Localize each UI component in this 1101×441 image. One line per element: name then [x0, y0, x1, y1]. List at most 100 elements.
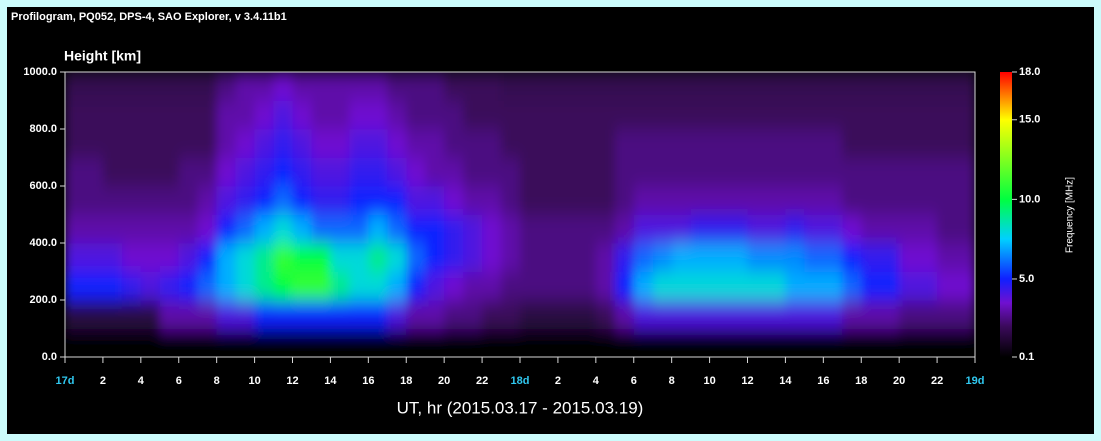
- heat-cell: [729, 101, 748, 130]
- heat-cell: [65, 101, 84, 130]
- heat-cell: [823, 158, 842, 187]
- heat-cell: [956, 329, 975, 358]
- heat-cell: [217, 243, 236, 272]
- heat-cell: [539, 215, 558, 244]
- y-tick-label: 400.0: [29, 237, 57, 249]
- heat-cell: [672, 186, 691, 215]
- heat-cell: [274, 215, 293, 244]
- heat-cell: [861, 129, 880, 158]
- heat-cell: [729, 129, 748, 158]
- heat-cell: [710, 158, 729, 187]
- heat-cell: [748, 329, 767, 358]
- heat-cell: [520, 243, 539, 272]
- heat-cell: [691, 101, 710, 130]
- heat-cell: [387, 72, 406, 101]
- heat-cell: [236, 129, 255, 158]
- x-tick-label: 18: [400, 375, 412, 387]
- heat-cell: [179, 158, 198, 187]
- x-tick-label: 18: [855, 375, 867, 387]
- heat-cell: [406, 101, 425, 130]
- x-tick-label: 10: [703, 375, 715, 387]
- x-tick-label: 12: [286, 375, 298, 387]
- heat-cell: [729, 72, 748, 101]
- heat-cell: [349, 186, 368, 215]
- heat-cell: [406, 300, 425, 329]
- heat-cell: [634, 215, 653, 244]
- heat-cell: [729, 272, 748, 301]
- heat-cell: [823, 300, 842, 329]
- heat-cell: [558, 129, 577, 158]
- heat-cell: [160, 215, 179, 244]
- heat-cell: [330, 72, 349, 101]
- x-tick-label: 6: [631, 375, 637, 387]
- heat-cell: [558, 300, 577, 329]
- heat-cell: [880, 215, 899, 244]
- heat-cell: [444, 129, 463, 158]
- heat-cell: [122, 72, 141, 101]
- heat-cell: [198, 72, 217, 101]
- heat-cell: [861, 72, 880, 101]
- x-tick-label: 20: [893, 375, 905, 387]
- heat-cell: [84, 243, 103, 272]
- heat-cell: [482, 186, 501, 215]
- heat-cell: [406, 243, 425, 272]
- colorbar-tick-label: 5.0: [1019, 273, 1034, 285]
- heat-cell: [160, 300, 179, 329]
- y-tick-label: 0.0: [42, 351, 57, 363]
- heat-cell: [804, 72, 823, 101]
- heat-cell: [141, 329, 160, 358]
- heat-cell: [368, 243, 387, 272]
- heat-cell: [937, 72, 956, 101]
- heat-cell: [899, 129, 918, 158]
- heat-cell: [387, 129, 406, 158]
- heat-cell: [577, 243, 596, 272]
- heat-cell: [444, 272, 463, 301]
- heat-cell: [729, 158, 748, 187]
- heat-cell: [880, 329, 899, 358]
- heat-cell: [311, 329, 330, 358]
- heat-cell: [103, 186, 122, 215]
- heat-cell: [577, 186, 596, 215]
- heat-cell: [748, 158, 767, 187]
- heat-cell: [160, 72, 179, 101]
- heat-cell: [672, 129, 691, 158]
- colorbar-title: Frequency [MHz]: [1065, 177, 1076, 253]
- heat-cell: [634, 329, 653, 358]
- heat-cell: [842, 129, 861, 158]
- heat-cell: [918, 329, 937, 358]
- heat-cell: [330, 186, 349, 215]
- heat-cell: [293, 272, 312, 301]
- heat-cell: [293, 215, 312, 244]
- heat-cell: [842, 300, 861, 329]
- heat-cell: [710, 72, 729, 101]
- heat-cell: [748, 101, 767, 130]
- heat-cell: [615, 129, 634, 158]
- heat-cell: [766, 272, 785, 301]
- heat-cell: [311, 272, 330, 301]
- heat-cell: [520, 158, 539, 187]
- heat-cell: [937, 272, 956, 301]
- heat-cell: [956, 158, 975, 187]
- heat-cell: [311, 243, 330, 272]
- heat-cell: [823, 186, 842, 215]
- heat-cell: [198, 243, 217, 272]
- x-tick-label: 16: [362, 375, 374, 387]
- heat-cell: [766, 101, 785, 130]
- heat-cell: [293, 72, 312, 101]
- heat-cell: [406, 186, 425, 215]
- heat-cell: [387, 186, 406, 215]
- heat-cell: [880, 186, 899, 215]
- heat-cell: [785, 186, 804, 215]
- heat-cell: [501, 215, 520, 244]
- heat-cell: [368, 300, 387, 329]
- heat-cell: [520, 186, 539, 215]
- heat-cell: [634, 186, 653, 215]
- heat-cell: [274, 300, 293, 329]
- heat-cell: [558, 72, 577, 101]
- heat-cell: [918, 186, 937, 215]
- heat-cell: [653, 272, 672, 301]
- heat-cell: [861, 272, 880, 301]
- heat-cell: [330, 243, 349, 272]
- heat-cell: [103, 329, 122, 358]
- heat-cell: [160, 129, 179, 158]
